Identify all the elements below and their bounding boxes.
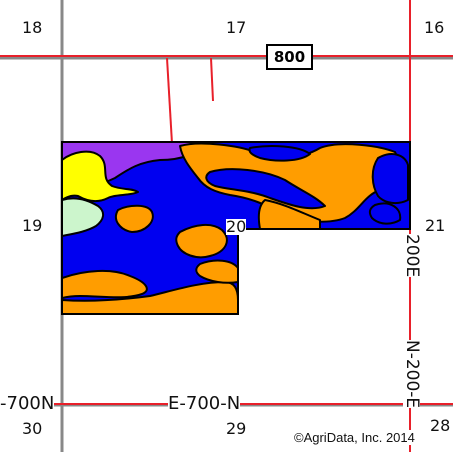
soil-unit-blue-patch-2 (205, 168, 326, 210)
highway-800-shield: 800 (266, 44, 313, 70)
section-30-label: 30 (22, 419, 43, 438)
road-label-n-200-e: N-200-E (402, 340, 422, 409)
section-21-label: 21 (425, 216, 446, 235)
section-17-label: 17 (226, 18, 247, 37)
section-18-label: 18 (22, 18, 43, 37)
road-label-200e: 200E (402, 234, 422, 278)
section-28-label: 28 (430, 416, 451, 435)
soil-unit-yellow (62, 150, 139, 203)
soil-unit-blue-patch-1 (248, 145, 311, 162)
soil-unit-orange-south-1 (62, 269, 148, 299)
section-20-label: 20 (226, 217, 247, 236)
soil-unit-blue-patch-3 (371, 153, 409, 205)
field (61, 141, 411, 315)
soil-unit-blue-patch-4 (368, 202, 402, 225)
section-16-label: 16 (424, 18, 445, 37)
soil-unit-orange-blob-2 (175, 224, 228, 259)
soil-unit-orange-blob-1 (114, 204, 154, 233)
stream-line-2 (210, 57, 214, 102)
copyright-notice: ©AgriData, Inc. 2014 (294, 430, 415, 445)
section-19-label: 19 (22, 216, 43, 235)
road-label-e-700-n: E-700-N (168, 393, 241, 414)
road-label-west-700n: -700N (0, 393, 55, 414)
soil-unit-orange-south-3 (195, 259, 239, 284)
section-29-label: 29 (226, 419, 247, 438)
soil-unit-lightgreen (62, 197, 104, 237)
